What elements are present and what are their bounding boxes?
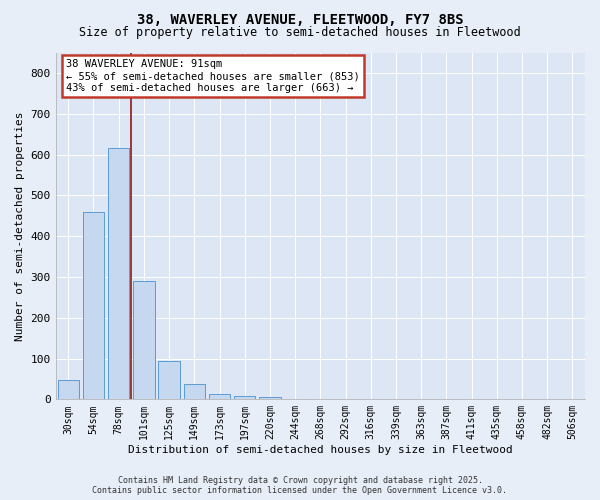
Bar [184, 384, 205, 400]
Y-axis label: Number of semi-detached properties: Number of semi-detached properties [15, 111, 25, 340]
Text: Size of property relative to semi-detached houses in Fleetwood: Size of property relative to semi-detach… [79, 26, 521, 39]
Bar [209, 394, 230, 400]
Bar [259, 398, 281, 400]
Text: 38 WAVERLEY AVENUE: 91sqm
← 55% of semi-detached houses are smaller (853)
43% of: 38 WAVERLEY AVENUE: 91sqm ← 55% of semi-… [66, 60, 360, 92]
Bar [133, 281, 155, 400]
Bar [158, 362, 180, 400]
Text: 38, WAVERLEY AVENUE, FLEETWOOD, FY7 8BS: 38, WAVERLEY AVENUE, FLEETWOOD, FY7 8BS [137, 12, 463, 26]
Bar [108, 148, 130, 400]
Bar [58, 380, 79, 400]
Bar [234, 396, 256, 400]
X-axis label: Distribution of semi-detached houses by size in Fleetwood: Distribution of semi-detached houses by … [128, 445, 513, 455]
Bar [83, 212, 104, 400]
Text: Contains HM Land Registry data © Crown copyright and database right 2025.
Contai: Contains HM Land Registry data © Crown c… [92, 476, 508, 495]
